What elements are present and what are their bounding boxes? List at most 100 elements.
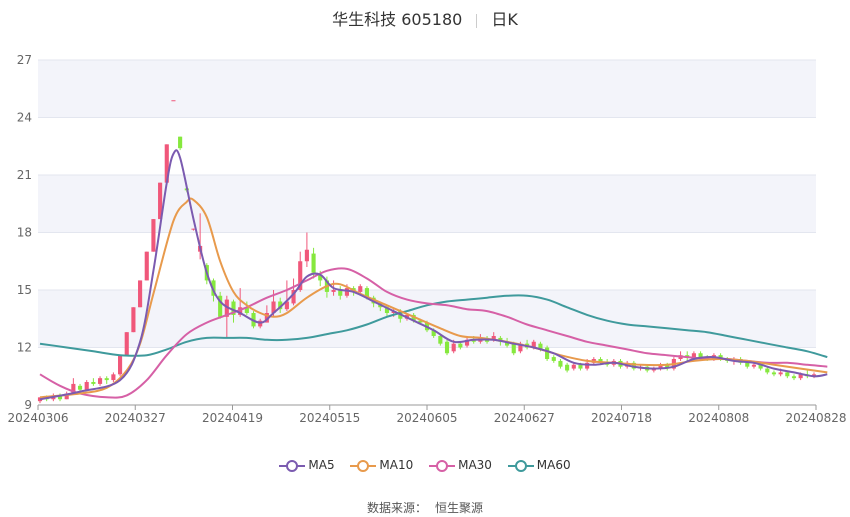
candle	[118, 355, 123, 375]
legend-label-ma10: MA10	[379, 458, 414, 472]
candle	[585, 362, 590, 369]
candle	[224, 299, 229, 317]
grid-band	[38, 60, 816, 118]
candle	[458, 343, 463, 348]
candle	[598, 359, 603, 363]
legend-label-ma5: MA5	[308, 458, 335, 472]
candle	[765, 368, 770, 373]
candle	[144, 251, 149, 281]
legend-item-ma30[interactable]: MA30	[429, 458, 492, 472]
x-tick-label: 20240828	[785, 411, 846, 425]
candle	[104, 378, 109, 381]
candle	[431, 330, 436, 336]
source-value: 恒生聚源	[435, 501, 484, 515]
x-tick-label: 20240306	[7, 411, 68, 425]
ma60-line	[39, 294, 828, 359]
candle	[264, 313, 269, 323]
candle	[751, 364, 757, 367]
candle	[538, 343, 543, 350]
candle	[178, 136, 183, 149]
candle	[158, 182, 163, 220]
candle	[304, 249, 309, 262]
title-separator	[476, 13, 478, 28]
candle	[518, 343, 523, 352]
x-tick-label: 20240419	[202, 411, 263, 425]
candle	[785, 372, 790, 377]
candle	[71, 383, 76, 394]
candle	[358, 286, 363, 292]
legend-label-ma60: MA60	[536, 458, 571, 472]
x-tick-label: 20240808	[688, 411, 749, 425]
y-tick-label: 15	[17, 283, 32, 297]
x-tick-label: 20240718	[591, 411, 652, 425]
candle	[171, 100, 176, 102]
candle	[344, 288, 349, 296]
candle	[811, 374, 817, 377]
candle	[364, 288, 370, 298]
legend-item-ma60[interactable]: MA60	[507, 458, 571, 472]
candle	[698, 353, 703, 358]
candle	[84, 382, 89, 390]
legend-item-ma10[interactable]: MA10	[350, 458, 413, 472]
candle	[578, 364, 583, 369]
candle	[444, 341, 450, 354]
candle	[665, 364, 670, 369]
candle	[284, 301, 289, 310]
grid-band	[38, 175, 816, 233]
candle	[191, 228, 196, 230]
candle	[491, 336, 496, 340]
candle	[505, 341, 510, 346]
candle	[57, 395, 63, 400]
ma10-line	[39, 197, 828, 399]
candle	[418, 320, 423, 323]
x-tick-label: 20240605	[396, 411, 457, 425]
candle	[298, 261, 303, 290]
candle	[271, 301, 276, 313]
data-source: 数据来源： 恒生聚源	[0, 499, 850, 516]
candle	[124, 332, 129, 356]
y-tick-label: 27	[17, 53, 32, 67]
candle	[338, 290, 343, 296]
candle	[164, 144, 169, 183]
x-tick-label: 20240627	[494, 411, 555, 425]
chart-title: 华生科技 605180 日K	[0, 6, 850, 30]
candle	[545, 347, 550, 359]
candle	[464, 339, 470, 346]
candle	[658, 364, 663, 369]
candle	[565, 364, 570, 371]
candle	[451, 343, 456, 352]
candle	[291, 290, 296, 304]
y-tick-label: 24	[17, 111, 32, 125]
source-label: 数据来源：	[366, 501, 427, 515]
grid-band	[38, 290, 816, 348]
candle	[131, 307, 136, 333]
candle	[311, 253, 316, 273]
candle	[278, 301, 283, 310]
y-tick-label: 18	[17, 226, 32, 240]
candle	[745, 362, 750, 367]
legend-label-ma30: MA30	[458, 458, 492, 472]
legend-item-ma5[interactable]: MA5	[279, 458, 335, 472]
candle	[384, 307, 390, 313]
candle	[571, 364, 576, 369]
candle	[244, 307, 249, 313]
candle	[438, 336, 443, 344]
period-label: 日K	[491, 10, 518, 29]
candle	[151, 219, 156, 252]
candle	[97, 378, 103, 384]
candle	[771, 372, 777, 375]
candle	[318, 274, 323, 281]
ma5-line	[39, 149, 828, 401]
candle	[691, 353, 696, 358]
candle	[791, 376, 797, 379]
candle	[798, 374, 803, 379]
candle	[64, 393, 69, 400]
x-tick-label: 20240515	[299, 411, 360, 425]
candle	[91, 382, 96, 384]
candle	[531, 341, 536, 348]
candle	[77, 385, 83, 390]
y-tick-label: 21	[17, 168, 32, 182]
candle	[231, 301, 236, 315]
candle	[511, 343, 516, 354]
chart-legend: MA5 MA10 MA30 MA60	[0, 458, 850, 472]
